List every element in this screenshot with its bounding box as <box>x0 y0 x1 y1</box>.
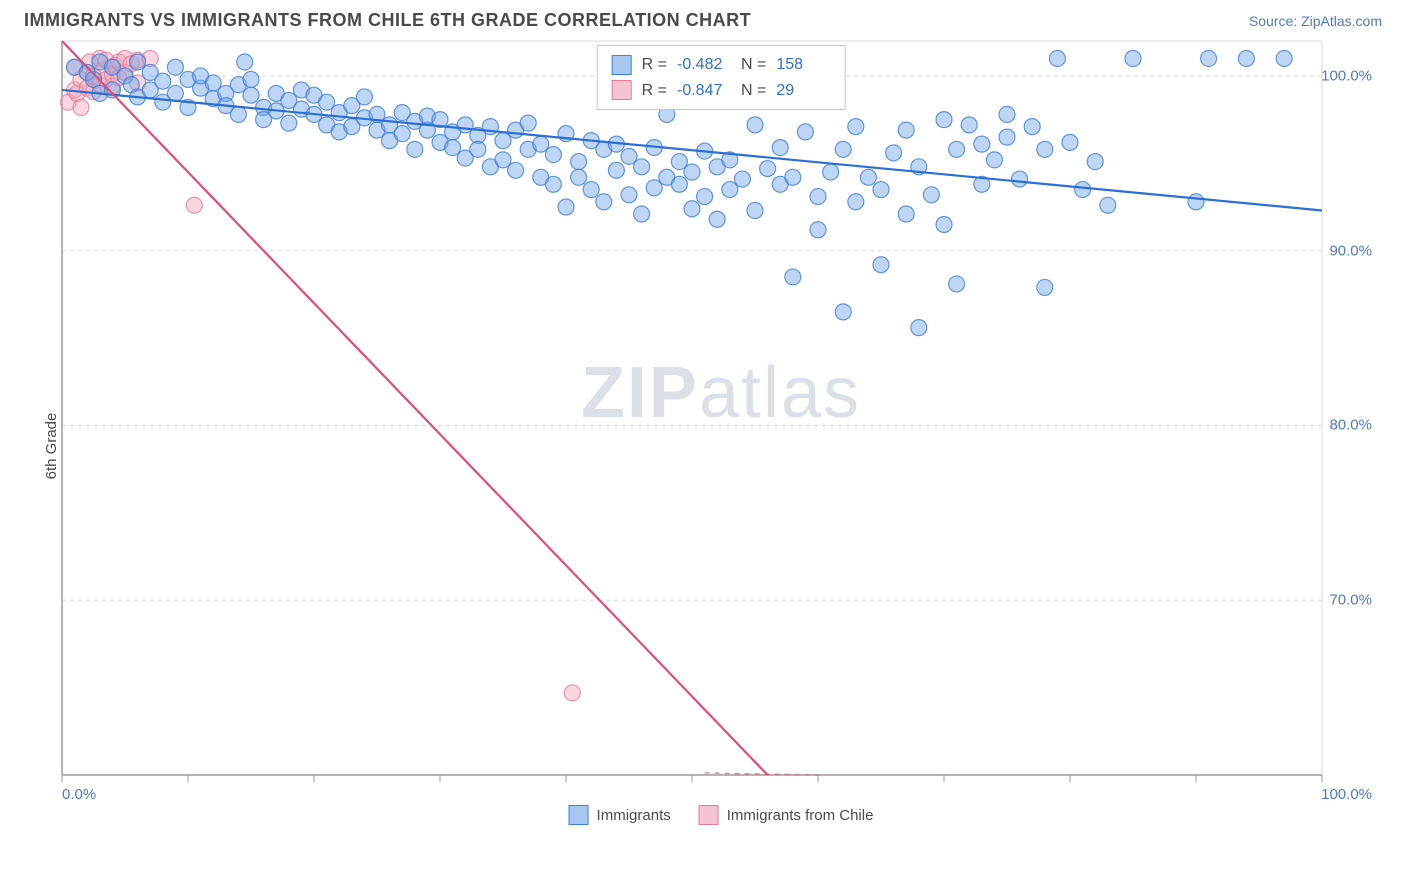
x-tick-min: 0.0% <box>62 786 96 803</box>
chart-area: ZIPatlas R = -0.482 N = 158 R = -0.847 N… <box>60 37 1382 827</box>
legend-item-1: Immigrants <box>569 805 671 825</box>
n-label: N = <box>741 52 766 78</box>
stats-legend: R = -0.482 N = 158 R = -0.847 N = 29 <box>597 45 846 110</box>
y-tick: 80.0% <box>1329 417 1372 434</box>
swatch-blue <box>612 55 632 75</box>
n-value-2: 29 <box>776 78 810 104</box>
n-value-1: 158 <box>776 52 830 78</box>
legend-label-1: Immigrants <box>597 807 671 824</box>
legend-label-2: Immigrants from Chile <box>727 807 874 824</box>
swatch-pink <box>612 80 632 100</box>
r-value-1: -0.482 <box>677 52 731 78</box>
n-label: N = <box>741 78 766 104</box>
source-label: Source: ZipAtlas.com <box>1249 13 1382 29</box>
x-tick-max: 100.0% <box>1321 786 1372 803</box>
y-tick: 90.0% <box>1329 242 1372 259</box>
scatter-plot <box>60 37 1382 827</box>
swatch-blue <box>569 805 589 825</box>
y-tick: 70.0% <box>1329 592 1372 609</box>
legend-item-2: Immigrants from Chile <box>699 805 874 825</box>
series-legend: Immigrants Immigrants from Chile <box>569 805 874 825</box>
r-label: R = <box>642 78 667 104</box>
swatch-pink <box>699 805 719 825</box>
r-label: R = <box>642 52 667 78</box>
r-value-2: -0.847 <box>677 78 731 104</box>
stats-row-1: R = -0.482 N = 158 <box>612 52 831 78</box>
y-axis-label: 6th Grade <box>43 413 60 480</box>
y-tick: 100.0% <box>1321 67 1372 84</box>
stats-row-2: R = -0.847 N = 29 <box>612 78 831 104</box>
chart-title: IMMIGRANTS VS IMMIGRANTS FROM CHILE 6TH … <box>24 10 751 31</box>
